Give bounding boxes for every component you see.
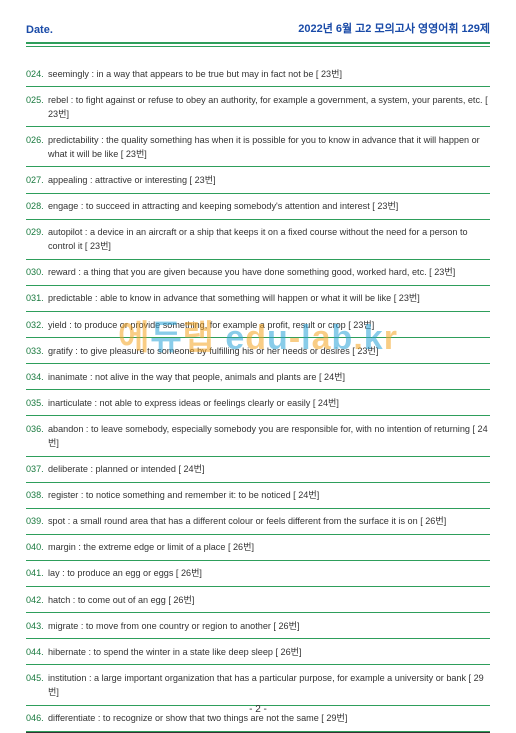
entry-text: inarticulate : not able to express ideas… — [48, 396, 490, 410]
entry-number: 038. — [26, 488, 48, 502]
entry-number: 044. — [26, 645, 48, 659]
vocab-entry: 043.migrate : to move from one country o… — [26, 613, 490, 639]
header-divider-top — [26, 42, 490, 44]
entry-number: 025. — [26, 93, 48, 121]
footer: - 2 - — [0, 732, 516, 733]
vocab-entry: 028.engage : to succeed in attracting an… — [26, 194, 490, 220]
entry-text: lay : to produce an egg or eggs [ 26번] — [48, 566, 490, 580]
header-divider-bottom — [26, 46, 490, 47]
entry-number: 042. — [26, 593, 48, 607]
vocab-entry: 031.predictable : able to know in advanc… — [26, 286, 490, 312]
entry-text: deliberate : planned or intended [ 24번] — [48, 462, 490, 476]
entry-number: 037. — [26, 462, 48, 476]
vocab-entry: 036.abandon : to leave somebody, especia… — [26, 416, 490, 456]
entry-text: yield : to produce or provide something,… — [48, 318, 490, 332]
entry-text: appealing : attractive or interesting [ … — [48, 173, 490, 187]
entry-number: 029. — [26, 225, 48, 253]
entry-text: predictability : the quality something h… — [48, 133, 490, 161]
entry-text: autopilot : a device in an aircraft or a… — [48, 225, 490, 253]
entry-number: 027. — [26, 173, 48, 187]
vocab-entry: 032.yield : to produce or provide someth… — [26, 312, 490, 338]
vocab-entry: 029.autopilot : a device in an aircraft … — [26, 220, 490, 260]
entry-text: abandon : to leave somebody, especially … — [48, 422, 490, 450]
entry-number: 036. — [26, 422, 48, 450]
entry-text: reward : a thing that you are given beca… — [48, 265, 490, 279]
entry-number: 034. — [26, 370, 48, 384]
page-title: 2022년 6월 고2 모의고사 영영어휘 129제 — [298, 20, 490, 36]
vocab-entry: 042.hatch : to come out of an egg [ 26번] — [26, 587, 490, 613]
entry-text: inanimate : not alive in the way that pe… — [48, 370, 490, 384]
header-row: Date. 2022년 6월 고2 모의고사 영영어휘 129제 — [26, 20, 490, 40]
entry-text: hibernate : to spend the winter in a sta… — [48, 645, 490, 659]
vocab-entry: 024.seemingly : in a way that appears to… — [26, 61, 490, 87]
vocab-entry: 045.institution : a large important orga… — [26, 665, 490, 705]
vocab-entry: 038.register : to notice something and r… — [26, 483, 490, 509]
entry-number: 035. — [26, 396, 48, 410]
vocab-entry: 041.lay : to produce an egg or eggs [ 26… — [26, 561, 490, 587]
entry-text: rebel : to fight against or refuse to ob… — [48, 93, 490, 121]
vocab-entry: 034.inanimate : not alive in the way tha… — [26, 364, 490, 390]
vocab-entry: 033.gratify : to give pleasure to someon… — [26, 338, 490, 364]
page-container: Date. 2022년 6월 고2 모의고사 영영어휘 129제 024.see… — [0, 0, 516, 732]
entries-list: 024.seemingly : in a way that appears to… — [26, 61, 490, 732]
entry-number: 040. — [26, 540, 48, 554]
vocab-entry: 035.inarticulate : not able to express i… — [26, 390, 490, 416]
vocab-entry: 037.deliberate : planned or intended [ 2… — [26, 457, 490, 483]
entry-text: predictable : able to know in advance th… — [48, 291, 490, 305]
entry-number: 041. — [26, 566, 48, 580]
footer-divider — [26, 732, 490, 733]
entry-text: gratify : to give pleasure to someone by… — [48, 344, 490, 358]
entry-text: institution : a large important organiza… — [48, 671, 490, 699]
entry-number: 032. — [26, 318, 48, 332]
entry-text: engage : to succeed in attracting and ke… — [48, 199, 490, 213]
entry-text: spot : a small round area that has a dif… — [48, 514, 490, 528]
entry-text: register : to notice something and remem… — [48, 488, 490, 502]
vocab-entry: 030.reward : a thing that you are given … — [26, 260, 490, 286]
entry-number: 031. — [26, 291, 48, 305]
entry-number: 026. — [26, 133, 48, 161]
vocab-entry: 039.spot : a small round area that has a… — [26, 509, 490, 535]
entry-number: 045. — [26, 671, 48, 699]
entry-text: migrate : to move from one country or re… — [48, 619, 490, 633]
entry-number: 033. — [26, 344, 48, 358]
vocab-entry: 027.appealing : attractive or interestin… — [26, 167, 490, 193]
entry-text: seemingly : in a way that appears to be … — [48, 67, 490, 81]
vocab-entry: 040.margin : the extreme edge or limit o… — [26, 535, 490, 561]
vocab-entry: 044.hibernate : to spend the winter in a… — [26, 639, 490, 665]
page-number: - 2 - — [0, 704, 516, 715]
entry-number: 030. — [26, 265, 48, 279]
entry-number: 039. — [26, 514, 48, 528]
entry-text: hatch : to come out of an egg [ 26번] — [48, 593, 490, 607]
entry-text: margin : the extreme edge or limit of a … — [48, 540, 490, 554]
entry-number: 024. — [26, 67, 48, 81]
entry-number: 043. — [26, 619, 48, 633]
vocab-entry: 026.predictability : the quality somethi… — [26, 127, 490, 167]
date-label: Date. — [26, 24, 53, 36]
entry-number: 028. — [26, 199, 48, 213]
vocab-entry: 025.rebel : to fight against or refuse t… — [26, 87, 490, 127]
